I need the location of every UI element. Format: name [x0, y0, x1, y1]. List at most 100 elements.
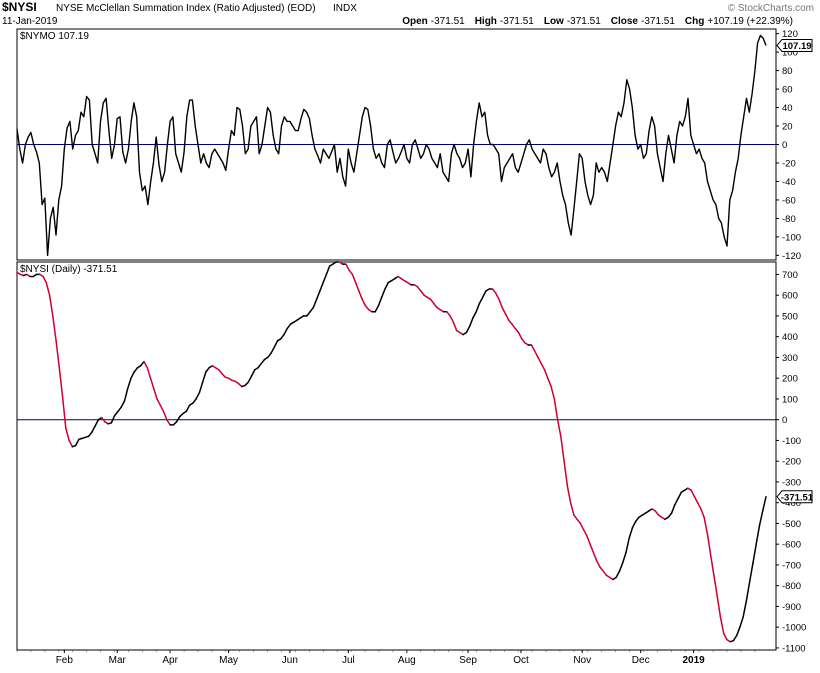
- nysi-series-segment: [65, 427, 70, 442]
- nysi-series-segment: [351, 273, 357, 284]
- ohlc-value-close: -371.51: [641, 16, 675, 27]
- nysi-series-segment: [358, 290, 363, 301]
- y-tick-label: -200: [782, 457, 801, 468]
- nysi-series-segment: [478, 296, 484, 305]
- y-tick-label: -60: [782, 195, 796, 206]
- nysi-series-segment: [312, 298, 318, 309]
- nysi-series-segment: [416, 286, 422, 292]
- nysi-series-segment: [364, 304, 370, 311]
- x-tick-label: Dec: [632, 655, 650, 666]
- nysi-series-segment: [55, 340, 61, 369]
- nysi-series-segment: [550, 385, 556, 400]
- nysi-series-segment: [130, 371, 135, 379]
- nysi-series-segment: [481, 290, 487, 299]
- last-value-badge: -371.51: [776, 490, 814, 503]
- ohlc-label-open: Open: [402, 16, 428, 27]
- ohlc-value-open: -371.51: [431, 16, 465, 27]
- nysi-series-segment: [556, 418, 562, 438]
- nysi-series-segment: [576, 518, 582, 525]
- nysi-series-segment: [739, 616, 744, 628]
- badge-value: 107.19: [782, 41, 811, 52]
- y-tick-label: -40: [782, 177, 796, 188]
- nysi-series-segment: [48, 294, 54, 317]
- nysi-series-segment: [560, 435, 565, 462]
- nysi-series-segment: [42, 275, 48, 284]
- nysi-series-segment: [654, 510, 660, 516]
- nysi-series-segment: [631, 520, 637, 529]
- nysi-series-segment: [553, 398, 559, 421]
- nysi-series-segment: [237, 382, 243, 388]
- nysi-series-segment: [94, 418, 100, 427]
- y-tick-label: -100: [782, 436, 801, 447]
- nysi-series-segment: [192, 398, 197, 404]
- nysi-series-segment: [713, 574, 718, 597]
- y-tick-label: -300: [782, 477, 801, 488]
- nymo-series-line: [16, 34, 767, 257]
- nysi-series-segment: [674, 497, 679, 506]
- nysi-series-segment: [260, 358, 266, 365]
- y-tick-label: -400: [782, 498, 801, 509]
- nysi-series-segment: [156, 398, 162, 406]
- nysi-series-segment: [745, 580, 751, 601]
- nysi-series-segment: [498, 298, 503, 309]
- nysi-series-segment: [315, 290, 321, 301]
- y-tick-label: 100: [782, 394, 798, 405]
- nysi-series-segment: [257, 362, 262, 369]
- nysi-series-segment: [677, 491, 683, 500]
- ohlc-label-chg: Chg: [685, 16, 704, 27]
- nysi-series-segment: [491, 288, 497, 294]
- nysi-series-segment: [361, 298, 367, 307]
- ohlc-value-chg: +107.19 (+22.39%): [707, 16, 793, 27]
- nysi-series-segment: [280, 333, 285, 340]
- y-tick-label: 400: [782, 332, 798, 343]
- nysi-series-segment: [452, 321, 458, 332]
- nysi-series-segment: [595, 560, 601, 568]
- nysi-series-segment: [384, 281, 389, 290]
- nysi-series-segment: [735, 626, 741, 637]
- nysi-series-segment: [449, 315, 455, 323]
- nysi-series-segment: [755, 524, 761, 545]
- nysi-series-segment: [205, 367, 210, 373]
- nysi-series-segment: [709, 553, 715, 577]
- nysi-series-segment: [530, 344, 536, 352]
- x-tick-label: Sep: [459, 655, 477, 666]
- badge-shape: [776, 38, 813, 52]
- symbol-title: $NYSI: [2, 0, 37, 14]
- ohlc-label-low: Low: [544, 16, 564, 27]
- x-axis: Feb Mar Apr May Jun Jul Aug Sep Oct Nov Dec 2019: [16, 650, 756, 666]
- chart-date: 11-Jan-2019: [2, 16, 58, 27]
- x-tick-label: Oct: [513, 655, 529, 666]
- nysi-series-segment: [273, 340, 279, 348]
- nysi-series-segment: [706, 533, 712, 556]
- nysi-series-segment: [429, 298, 435, 305]
- badge-value: -371.51: [781, 492, 814, 503]
- ohlc-label-close: Close: [611, 16, 639, 27]
- nysi-series-segment: [123, 387, 129, 402]
- nysi-series-segment: [670, 504, 676, 514]
- y-tick-label: 40: [782, 103, 793, 114]
- ohlc-label-high: High: [475, 16, 497, 27]
- nysi-series-segment: [494, 292, 500, 301]
- nysi-series-segment: [195, 391, 201, 400]
- nysi-series-segment: [91, 425, 96, 433]
- nysi-series-segment: [592, 551, 598, 562]
- nysi-series-segment: [149, 377, 155, 390]
- x-tick-label: Feb: [56, 655, 74, 666]
- nysi-series-segment: [618, 562, 624, 572]
- nysi-series-segment: [267, 352, 272, 359]
- nysi-series-segment: [325, 265, 331, 276]
- nysi-series-segment: [319, 281, 324, 292]
- ohlc-value-low: -371.51: [567, 16, 601, 27]
- y-tick-label: 0: [782, 140, 787, 151]
- nysi-series-segment: [162, 410, 168, 421]
- nysi-series-segment: [166, 418, 171, 426]
- nysi-series-segment: [625, 537, 630, 554]
- nysi-series-segment: [348, 269, 354, 276]
- x-tick-label: Jun: [282, 655, 298, 666]
- panel-title: $NYSI (Daily) -371.51: [20, 264, 118, 275]
- nysi-series-segment: [139, 360, 145, 367]
- y-tick-label: -1100: [782, 643, 806, 654]
- panel-frame: [16, 261, 777, 651]
- nysi-series-segment: [602, 570, 608, 577]
